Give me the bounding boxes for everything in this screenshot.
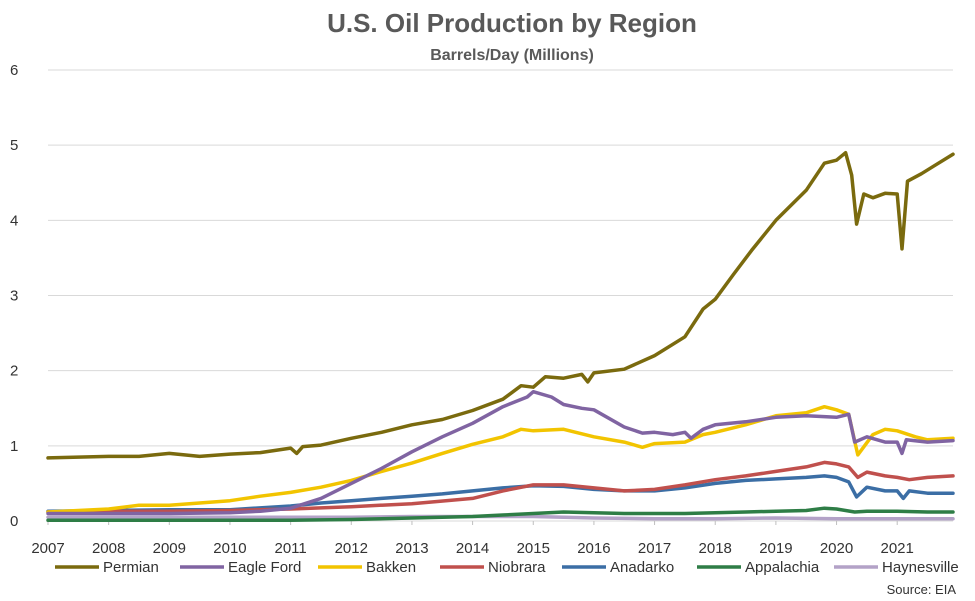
y-tick-label-0: 0: [10, 513, 18, 530]
x-tick-label-2009: 2009: [153, 540, 186, 557]
chart-subtitle: Barrels/Day (Millions): [430, 47, 594, 64]
y-tick-label-1: 1: [10, 438, 18, 455]
x-tick-label-2008: 2008: [92, 540, 125, 557]
x-tick-label-2019: 2019: [759, 540, 792, 557]
legend-label-bakken: Bakken: [366, 559, 416, 576]
chart-title: U.S. Oil Production by Region: [327, 8, 697, 38]
y-tick-label-3: 3: [10, 288, 18, 305]
gridlines: [48, 69, 953, 522]
x-tick-label-2007: 2007: [31, 540, 64, 557]
legend-label-anadarko: Anadarko: [610, 559, 674, 576]
legend-label-permian: Permian: [103, 559, 159, 576]
x-tick-label-2021: 2021: [881, 540, 914, 557]
x-tick-label-2010: 2010: [213, 540, 246, 557]
x-tick-label-2016: 2016: [577, 540, 610, 557]
x-tick-label-2020: 2020: [820, 540, 853, 557]
y-tick-label-2: 2: [10, 363, 18, 380]
x-tick-label-2012: 2012: [335, 540, 368, 557]
legend-label-appalachia: Appalachia: [745, 559, 820, 576]
y-axis-ticks: 0 1 2 3 4 5 6: [10, 62, 18, 530]
series-line-eagle-ford: [46, 389, 955, 516]
x-axis-ticks: 2007 2008 2009 2010 2011 2012 2013 2014 2015 2016…: [31, 521, 914, 557]
legend-label-haynesville: Haynesville: [882, 559, 959, 576]
legend: Permian Eagle Ford Bakken Niobrara Anadarko A…: [55, 559, 959, 576]
x-tick-label-2011: 2011: [274, 540, 306, 557]
y-tick-label-4: 4: [10, 212, 18, 229]
series-line-niobrara: [46, 460, 955, 514]
x-tick-label-2018: 2018: [699, 540, 732, 557]
series-lines: [46, 150, 955, 522]
series-line-appalachia: [46, 506, 955, 522]
series-line-bakken: [46, 404, 955, 514]
x-tick-label-2017: 2017: [638, 540, 671, 557]
y-tick-label-5: 5: [10, 137, 18, 154]
x-tick-label-2015: 2015: [517, 540, 550, 557]
legend-label-eagle-ford: Eagle Ford: [228, 559, 301, 576]
legend-label-niobrara: Niobrara: [488, 559, 546, 576]
x-tick-label-2014: 2014: [456, 540, 489, 557]
series-line-permian: [46, 150, 955, 460]
x-tick-label-2013: 2013: [395, 540, 428, 557]
source-note: Source: EIA: [887, 582, 957, 597]
y-tick-label-6: 6: [10, 62, 18, 79]
